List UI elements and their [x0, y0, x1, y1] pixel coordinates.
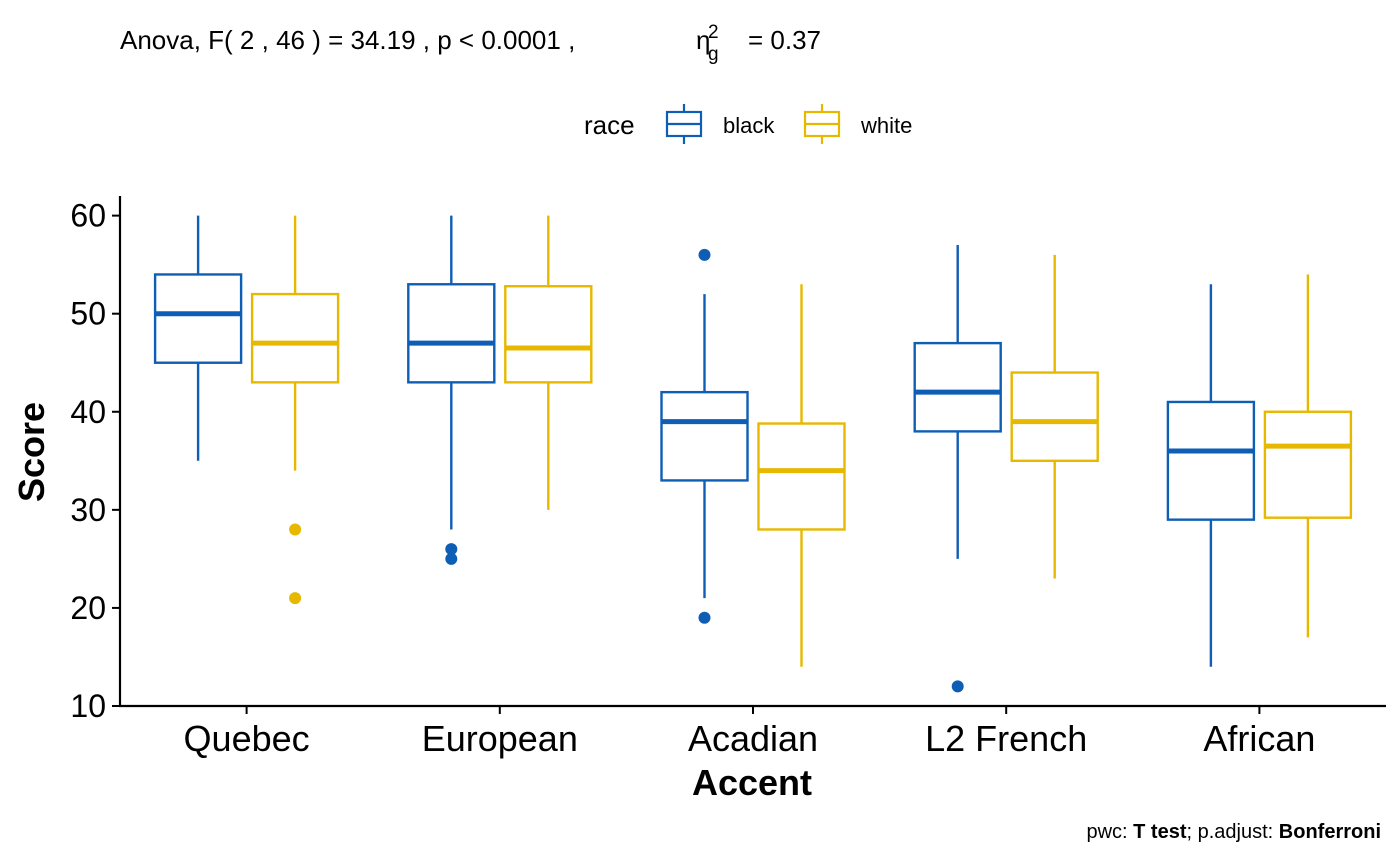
caption: pwc: T test; p.adjust: Bonferroni — [1086, 821, 1381, 843]
legend: race black white — [584, 104, 912, 144]
y-tick-label: 20 — [70, 590, 106, 626]
y-tick-label: 10 — [70, 688, 106, 724]
y-tick-label: 30 — [70, 492, 106, 528]
caption-test: T test — [1133, 821, 1187, 843]
outlier-point — [698, 248, 711, 261]
outlier-point — [445, 552, 458, 565]
caption-pwc: pwc: — [1086, 821, 1133, 843]
x-axis-ticks: Quebec European Acadian L2 French African — [184, 706, 1315, 759]
box-white-4 — [1263, 274, 1353, 638]
effect-size-value: = 0.37 — [748, 25, 821, 55]
box-iqr — [660, 390, 749, 482]
box-iqr — [1166, 400, 1256, 521]
box-black-4 — [1166, 284, 1256, 667]
box-iqr — [1263, 410, 1353, 519]
box-iqr — [153, 273, 243, 364]
box-black-0 — [153, 215, 243, 461]
outlier-point — [951, 680, 964, 693]
caption-sep: ; p.adjust: — [1187, 821, 1279, 843]
y-tick-label: 50 — [70, 296, 106, 332]
box-iqr — [913, 341, 1002, 433]
x-axis-title: Accent — [692, 762, 812, 803]
legend-label-black: black — [723, 113, 775, 138]
effect-size-subscript: g — [708, 44, 719, 65]
outlier-point — [445, 543, 458, 556]
box-white-0 — [250, 215, 340, 605]
x-tick-label: European — [422, 718, 578, 759]
effect-size-symbol: η — [696, 25, 710, 55]
box-white-2 — [757, 284, 846, 667]
box-black-3 — [913, 245, 1002, 693]
legend-label-white: white — [860, 113, 912, 138]
outlier-point — [698, 611, 711, 624]
box-iqr — [757, 422, 846, 531]
box-iqr — [250, 292, 340, 384]
x-tick-label: African — [1203, 718, 1315, 759]
box-iqr — [1010, 371, 1099, 463]
caption-adjust: Bonferroni — [1279, 821, 1381, 843]
subtitle-prefix: Anova, F( 2 , 46 ) = 34.19 , p < 0.0001 … — [120, 25, 575, 55]
legend-key-black: black — [665, 104, 775, 144]
legend-title: race — [584, 110, 635, 140]
effect-size-superscript: 2 — [708, 22, 719, 43]
x-tick-label: Quebec — [184, 718, 310, 759]
y-axis-ticks: 10 20 30 40 50 60 — [70, 198, 120, 724]
x-tick-label: L2 French — [925, 718, 1087, 759]
y-tick-label: 40 — [70, 394, 106, 430]
y-axis-title: Score — [11, 402, 52, 502]
y-tick-label: 60 — [70, 198, 106, 234]
box-white-3 — [1010, 254, 1099, 579]
box-black-2 — [660, 248, 749, 624]
outlier-point — [289, 592, 302, 605]
x-tick-label: Acadian — [688, 718, 818, 759]
outlier-point — [289, 523, 302, 536]
box-white-1 — [504, 215, 593, 510]
chart-subtitle: Anova, F( 2 , 46 ) = 34.19 , p < 0.0001 … — [120, 25, 575, 55]
box-iqr — [504, 285, 593, 384]
box-iqr — [407, 283, 496, 384]
box-black-1 — [407, 215, 496, 565]
plot-panel — [153, 215, 1353, 693]
legend-key-white: white — [803, 104, 912, 144]
